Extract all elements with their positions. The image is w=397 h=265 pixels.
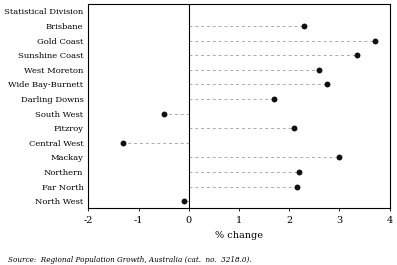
Point: [291, 126, 297, 130]
Point: [316, 68, 322, 72]
Point: [294, 184, 300, 189]
X-axis label: % change: % change: [215, 231, 263, 240]
Point: [354, 53, 360, 57]
Point: [336, 155, 343, 160]
Point: [271, 97, 278, 101]
Text: Source:  Regional Population Growth, Australia (cat.  no.  3218.0).: Source: Regional Population Growth, Aust…: [8, 256, 252, 264]
Point: [160, 112, 167, 116]
Point: [324, 82, 330, 87]
Point: [120, 141, 127, 145]
Point: [301, 24, 308, 28]
Point: [372, 38, 378, 43]
Point: [181, 199, 187, 203]
Point: [296, 170, 303, 174]
